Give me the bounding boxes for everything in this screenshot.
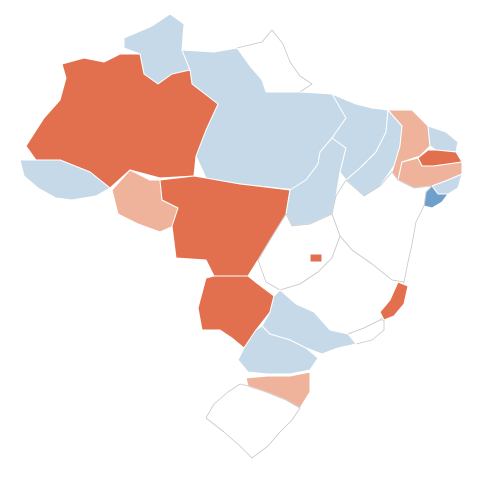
state-pr: [237, 325, 319, 375]
state-rs: [205, 383, 301, 459]
state-mt: [159, 175, 291, 277]
state-es: [379, 281, 409, 321]
state-rn: [427, 125, 459, 153]
state-se: [423, 185, 449, 209]
state-df: [309, 253, 323, 263]
state-rj: [347, 319, 385, 345]
state-ac: [19, 159, 111, 201]
state-am: [25, 53, 219, 189]
